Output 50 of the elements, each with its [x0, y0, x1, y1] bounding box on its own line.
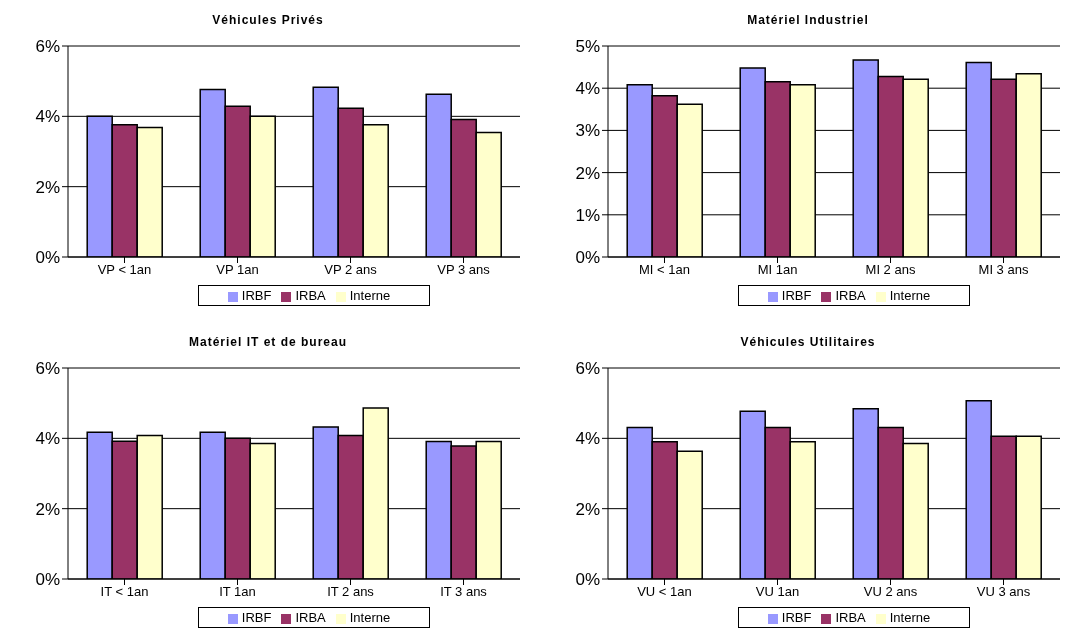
- y-tick-label: 4%: [575, 79, 600, 99]
- legend-label: Interne: [889, 288, 931, 303]
- chart-title: Véhicules Utilitaires: [739, 334, 877, 351]
- legend-label: Interne: [349, 288, 391, 303]
- y-tick-label: 4%: [35, 429, 60, 449]
- x-tick-label: IT 2 ans: [327, 584, 375, 600]
- legend-label: Interne: [349, 610, 391, 625]
- chart-title: Matériel IT et de bureau: [187, 334, 348, 351]
- y-tick-label: 1%: [575, 205, 600, 225]
- y-tick-label: 6%: [35, 37, 60, 57]
- legend-label: IRBF: [781, 288, 812, 303]
- y-tick-label: 6%: [35, 359, 60, 379]
- legend-label: IRBA: [295, 610, 326, 625]
- y-tick-label: 4%: [575, 429, 600, 449]
- y-tick-label: 0%: [35, 570, 60, 590]
- legend-label: IRBF: [241, 610, 272, 625]
- x-tick-label: VP 3 ans: [437, 262, 491, 278]
- legend-label: IRBF: [241, 288, 272, 303]
- x-tick-label: IT < 1an: [100, 584, 149, 600]
- x-tick-label: MI 3 ans: [978, 262, 1029, 278]
- y-tick-label: 0%: [575, 570, 600, 590]
- y-tick-label: 0%: [35, 248, 60, 268]
- x-tick-label: VU 1an: [755, 584, 800, 600]
- x-tick-label: MI 2 ans: [865, 262, 916, 278]
- x-tick-label: VU < 1an: [637, 584, 692, 600]
- x-tick-label: MI < 1an: [639, 262, 690, 278]
- x-tick-label: IT 1an: [219, 584, 256, 600]
- x-tick-label: VU 2 ans: [863, 584, 918, 600]
- x-tick-label: MI 1an: [757, 262, 798, 278]
- y-tick-label: 2%: [575, 163, 600, 183]
- y-tick-label: 2%: [35, 499, 60, 519]
- x-tick-label: IT 3 ans: [440, 584, 488, 600]
- x-tick-label: VU 3 ans: [976, 584, 1031, 600]
- legend-label: IRBA: [295, 288, 326, 303]
- x-tick-label: VP 1an: [216, 262, 259, 278]
- legend-label: IRBA: [835, 288, 866, 303]
- y-tick-label: 0%: [575, 248, 600, 268]
- y-tick-label: 3%: [575, 121, 600, 141]
- y-tick-label: 6%: [575, 359, 600, 379]
- y-tick-label: 2%: [575, 499, 600, 519]
- legend-label: IRBF: [781, 610, 812, 625]
- y-tick-label: 2%: [35, 177, 60, 197]
- legend-label: IRBA: [835, 610, 866, 625]
- y-tick-label: 5%: [575, 37, 600, 57]
- chart-title: Matériel Industriel: [746, 12, 870, 29]
- legend-label: Interne: [889, 610, 931, 625]
- x-tick-label: VP < 1an: [97, 262, 152, 278]
- chart-title: Véhicules Privés: [211, 12, 325, 29]
- y-tick-label: 4%: [35, 107, 60, 127]
- x-tick-label: VP 2 ans: [324, 262, 378, 278]
